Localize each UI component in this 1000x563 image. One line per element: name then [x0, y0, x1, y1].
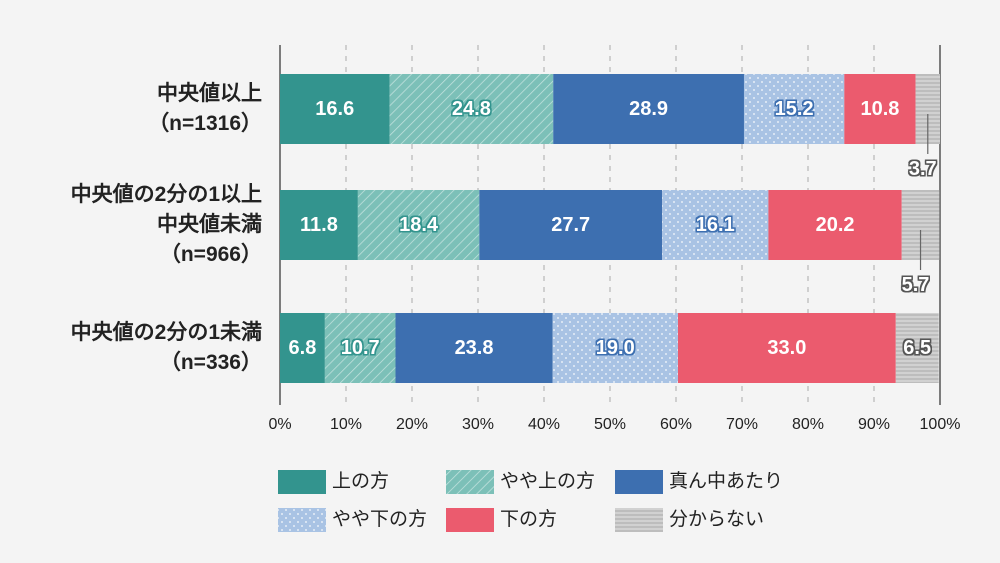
x-tick-label: 80%	[791, 416, 825, 433]
legend-swatch	[278, 508, 326, 532]
data-label: 10.7	[340, 337, 380, 359]
x-tick-label: 40%	[527, 416, 561, 433]
data-label: 5.7	[901, 274, 930, 296]
bar-segment	[743, 74, 845, 144]
bar-segment	[662, 190, 769, 260]
x-tick-label: 90%	[857, 416, 891, 433]
bar-segment	[844, 74, 916, 144]
category-label: 中央値の2分の1未満	[70, 321, 262, 344]
bar-segment	[395, 313, 553, 383]
data-label: 24.8	[451, 98, 491, 120]
data-label: 11.8	[300, 214, 338, 236]
legend-label: 上の方	[332, 471, 390, 492]
legend-label: 下の方	[500, 509, 558, 530]
x-tick-label: 0%	[268, 416, 292, 433]
x-tick-label: 30%	[461, 416, 495, 433]
data-label: 10.8	[860, 98, 900, 120]
bar-segment	[552, 313, 678, 383]
data-label: 19.0	[595, 337, 635, 359]
category-label: 中央値未満	[157, 213, 262, 236]
data-label: 6.5	[903, 337, 932, 359]
data-label: 15.2	[774, 98, 814, 120]
category-label: 中央値の2分の1以上	[70, 183, 262, 206]
bar-segment	[895, 313, 939, 383]
data-label: 16.6	[315, 98, 355, 120]
legend-label: 分からない	[669, 509, 765, 530]
data-label: 33.0	[767, 337, 807, 359]
data-label: 18.4	[399, 214, 439, 236]
legend-swatch	[615, 508, 663, 532]
bar-segment	[280, 190, 358, 260]
legend-swatch	[446, 508, 494, 532]
data-label: 16.1	[695, 214, 735, 236]
legend-swatch	[278, 470, 326, 494]
legend-label: やや下の方	[332, 509, 428, 530]
bar-segment	[389, 74, 554, 144]
data-label: 27.7	[551, 214, 591, 236]
category-label: （n=1316）	[148, 112, 262, 135]
bar-segment	[280, 74, 390, 144]
x-tick-label: 70%	[725, 416, 759, 433]
category-label: （n=336）	[159, 351, 262, 374]
bar-segment	[280, 313, 325, 383]
category-label: （n=966）	[159, 243, 262, 266]
data-label: 20.2	[815, 214, 855, 236]
x-tick-label: 10%	[329, 416, 363, 433]
data-label: 28.9	[629, 98, 669, 120]
x-tick-label: 60%	[659, 416, 693, 433]
category-label: 中央値以上	[157, 82, 262, 105]
bar-segment	[357, 190, 480, 260]
data-label: 23.8	[454, 337, 494, 359]
bar-segment	[479, 190, 663, 260]
bar-segment	[553, 74, 744, 144]
x-tick-label: 100%	[919, 416, 961, 433]
bar-segment	[768, 190, 902, 260]
data-label: 6.8	[288, 337, 317, 359]
legend-swatch	[615, 470, 663, 494]
x-tick-label: 50%	[593, 416, 627, 433]
legend-label: 真ん中あたり	[669, 471, 784, 492]
legend-label: やや上の方	[500, 471, 596, 492]
bar-segment	[677, 313, 896, 383]
x-tick-label: 20%	[395, 416, 429, 433]
legend-swatch	[446, 470, 494, 494]
data-label: 3.7	[908, 158, 937, 180]
bar-segment	[324, 313, 396, 383]
